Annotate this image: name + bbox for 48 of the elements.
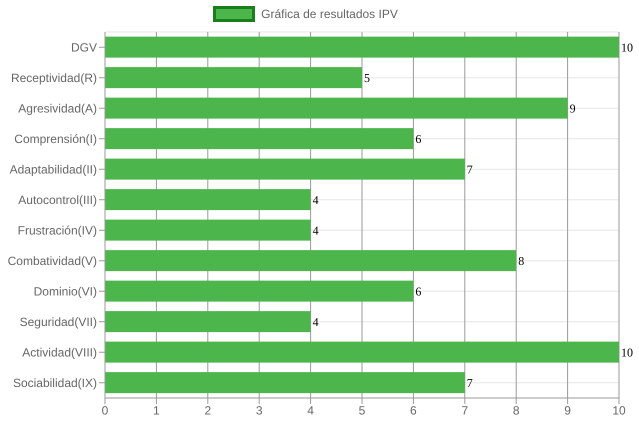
y-tick-label: Receptividad(R) (10, 71, 97, 86)
bar (105, 98, 568, 119)
x-tick-label: 3 (256, 404, 263, 418)
y-tick-label: Autocontrol(III) (18, 193, 97, 208)
y-tick-label: Frustración(IV) (18, 224, 97, 238)
y-tick-label: Agresividad(A) (18, 102, 97, 116)
data-label: 10 (621, 345, 633, 360)
data-label: 4 (312, 192, 319, 207)
x-tick-label: 1 (153, 404, 160, 418)
x-tick-label: 2 (204, 404, 212, 418)
bar (105, 342, 619, 363)
y-tick-label: Combatividad(V) (8, 254, 97, 268)
data-label: 6 (415, 132, 422, 146)
data-label: 8 (518, 254, 524, 268)
bar (105, 67, 362, 88)
x-tick-label: 4 (307, 404, 314, 418)
bar (105, 280, 414, 302)
y-tick-label: DGV (70, 40, 97, 55)
y-tick-label: Sociabilidad(IX) (12, 376, 97, 390)
y-tick-label: Dominio(VI) (34, 284, 97, 299)
y-tick-label: Actividad(VIII) (22, 346, 97, 360)
y-tick-label: Seguridad(VII) (20, 315, 97, 330)
data-label: 4 (312, 223, 319, 238)
data-label: 4 (312, 314, 319, 329)
x-tick-label: 8 (512, 404, 520, 418)
x-tick-label: 6 (410, 404, 418, 418)
data-label: 7 (466, 162, 473, 176)
y-tick-label: Adaptabilidad(II) (10, 162, 97, 177)
data-label: 5 (364, 70, 370, 85)
bar (105, 250, 516, 272)
y-tick-label: Comprensión(I) (14, 132, 97, 146)
bar (105, 220, 311, 241)
bar (105, 158, 465, 180)
x-tick-label: 9 (564, 404, 572, 418)
data-label: 9 (570, 101, 576, 116)
data-label: 6 (415, 284, 422, 298)
legend-label: Gráfica de resultados IPV (260, 6, 398, 22)
x-tick-label: 5 (358, 404, 366, 418)
bar (105, 36, 619, 58)
data-label: 7 (466, 376, 473, 390)
x-tick-label: 7 (461, 404, 468, 418)
bar (105, 372, 465, 394)
bar (105, 311, 311, 332)
x-tick-label: 0 (102, 404, 109, 418)
bar (105, 189, 311, 210)
x-tick-label: 10 (612, 404, 626, 418)
bar (105, 128, 414, 150)
data-label: 10 (621, 40, 633, 54)
